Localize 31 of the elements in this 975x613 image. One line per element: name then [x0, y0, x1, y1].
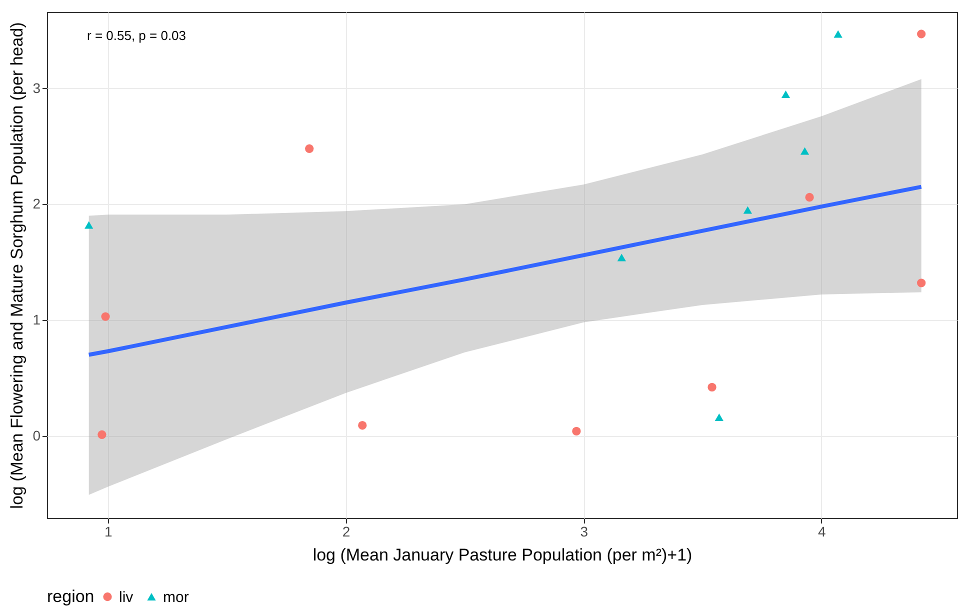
- y-tick-label: 1: [32, 312, 41, 328]
- x-tick-label: 4: [818, 524, 826, 540]
- point: [98, 430, 106, 439]
- x-tick-label: 2: [342, 524, 350, 540]
- point: [101, 312, 110, 321]
- point: [916, 278, 926, 288]
- x-axis-title: log (Mean January Pasture Population (per m²)+1): [312, 546, 692, 564]
- legend-label: mor: [163, 588, 189, 606]
- point: [743, 206, 752, 214]
- point: [834, 30, 842, 38]
- point: [916, 30, 926, 38]
- legend-title: region: [47, 587, 94, 606]
- point: [617, 254, 626, 262]
- point: [572, 426, 581, 436]
- annotation: r = 0.55, p = 0.03: [87, 28, 186, 43]
- point: [84, 221, 94, 229]
- point: [358, 421, 367, 430]
- point: [714, 414, 724, 422]
- y-tick-label: 3: [32, 80, 41, 96]
- point: [781, 90, 790, 98]
- y-tick-label: 0: [32, 427, 41, 444]
- point: [800, 147, 810, 155]
- point: [805, 192, 814, 202]
- legend-label: liv: [119, 588, 134, 606]
- y-tick-label: 2: [32, 196, 41, 212]
- point: [305, 144, 314, 153]
- y-axis-title: log (Mean Flowering and Mature Sorghum Population (per head): [8, 22, 27, 509]
- line-series: [86, 184, 924, 357]
- point: [708, 382, 716, 392]
- x-tick-label: 3: [580, 524, 588, 540]
- x-tick-label: 1: [104, 524, 112, 540]
